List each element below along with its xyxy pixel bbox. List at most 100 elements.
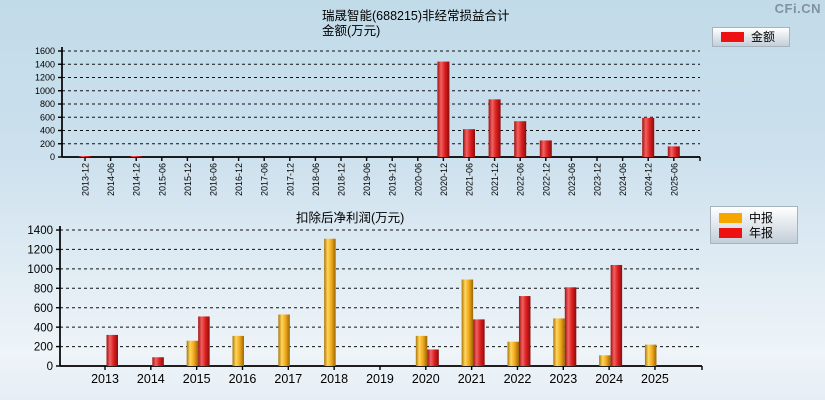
bar-中报-2022: [507, 341, 519, 366]
bar-中报-2016: [232, 335, 244, 366]
y-tick-label: 1000: [35, 86, 55, 96]
x-tick-label: 2021-12: [490, 163, 500, 196]
x-tick-label: 2016: [229, 372, 257, 386]
y-tick-label: 1400: [27, 225, 53, 237]
x-tick-label: 2014: [137, 372, 165, 386]
top-chart: 0 200 400 600 800 1000 1200 1400 1600 2013-12 2014…: [35, 46, 701, 196]
legend-swatch-interim: [719, 212, 742, 223]
y-tick-label: 400: [40, 126, 55, 136]
x-tick-label: 2013-12: [81, 163, 91, 196]
bar-中报-2018: [324, 238, 336, 366]
x-tick-label: 2023-12: [593, 163, 603, 196]
y-tick-label: 1600: [35, 46, 55, 56]
cfi-logo: CFi.CN: [774, 1, 821, 16]
y-tick-label: 400: [34, 322, 53, 334]
legend-swatch-annual: [719, 227, 742, 238]
bar-中报-2024: [599, 355, 611, 366]
y-tick-label: 1000: [27, 264, 53, 276]
y-tick-label: 800: [34, 283, 53, 295]
bottom-chart-title: 扣除后净利润(万元): [296, 211, 405, 225]
x-tick-label: 2015-06: [157, 163, 167, 196]
x-tick-label: 2015-12: [183, 163, 193, 196]
bar-年报-2023: [564, 287, 577, 366]
top-chart-title: 瑞晟智能(688215)非经常损益合计: [322, 9, 510, 23]
bar-中报-2015: [186, 340, 199, 366]
x-tick-label: 2024-12: [644, 163, 654, 196]
y-tick-label: 0: [50, 152, 55, 162]
legend-swatch-amount: [721, 32, 744, 42]
x-tick-label: 2024: [595, 372, 623, 386]
y-tick-label: 600: [40, 112, 55, 122]
legend-item-interim: 中报: [719, 212, 789, 224]
bar-中报-2021: [461, 279, 474, 366]
x-tick-label: 2018-06: [311, 163, 321, 196]
x-tick-label: 2017-12: [285, 163, 295, 196]
bar-年报-2015: [198, 316, 210, 366]
bottom-chart-legend: 中报 年报: [710, 206, 798, 244]
bar-金额-2021-12: [488, 99, 501, 157]
top-chart-legend: 金额: [712, 27, 790, 47]
y-tick-label: 200: [34, 342, 53, 354]
x-tick-label: 2022: [504, 372, 532, 386]
x-tick-label: 2023: [549, 372, 577, 386]
top-chart-subtitle: 金额(万元): [322, 24, 381, 38]
y-tick-label: 200: [40, 139, 55, 149]
bar-金额-2013-12: [79, 156, 91, 157]
x-tick-label: 2019-12: [388, 163, 398, 196]
x-tick-label: 2020: [412, 372, 440, 386]
bar-金额-2025-06: [667, 146, 680, 157]
bar-年报-2014: [152, 357, 164, 366]
bar-中报-2020: [415, 335, 428, 366]
x-tick-label: 2022-06: [516, 163, 526, 196]
bar-年报-2013: [106, 334, 118, 366]
x-tick-label: 2023-06: [567, 163, 577, 196]
legend-label-amount: 金额: [751, 30, 776, 44]
x-tick-label: 2025: [641, 372, 669, 386]
legend-label-annual: 年报: [749, 225, 774, 240]
y-tick-label: 0: [47, 361, 53, 373]
x-tick-label: 2025-06: [669, 163, 679, 196]
x-tick-label: 2016-06: [209, 163, 219, 196]
legend-item-amount: 金额: [721, 31, 781, 43]
bar-金额-2014-12: [130, 156, 143, 157]
x-tick-label: 2021-06: [465, 163, 475, 196]
x-tick-label: 2014-06: [106, 163, 116, 196]
x-tick-label: 2018-12: [337, 163, 347, 196]
bar-金额-2024-12: [642, 117, 655, 157]
bar-年报-2021: [473, 319, 485, 366]
bottom-chart: 0 200 400 600 800 1000 1200 1400 2013 2014 2015 201…: [27, 225, 703, 386]
legend-item-annual: 年报: [719, 227, 789, 239]
x-tick-label: 2013: [91, 372, 119, 386]
bar-年报-2020: [427, 349, 439, 366]
bar-金额-2022-12: [539, 140, 552, 157]
y-tick-label: 1200: [35, 73, 55, 83]
x-tick-label: 2024-06: [618, 163, 628, 196]
x-tick-label: 2017: [274, 372, 302, 386]
bar-中报-2017: [278, 314, 290, 366]
x-tick-label: 2020-12: [439, 163, 449, 196]
bar-年报-2022: [518, 296, 531, 366]
bar-金额-2022-06: [514, 121, 527, 157]
bar-中报-2023: [553, 318, 565, 366]
bar-金额-2020-12: [437, 61, 450, 157]
x-tick-label: 2014-12: [132, 163, 142, 196]
bar-年报-2024: [610, 264, 623, 366]
x-tick-label: 2021: [458, 372, 486, 386]
x-tick-label: 2020-06: [413, 163, 423, 196]
y-tick-label: 1200: [27, 245, 53, 257]
x-tick-label: 2022-12: [541, 163, 551, 196]
x-tick-label: 2018: [320, 372, 348, 386]
legend-label-interim: 中报: [749, 210, 774, 225]
bar-中报-2025: [644, 344, 657, 366]
x-tick-label: 2017-06: [260, 163, 270, 196]
y-tick-label: 600: [34, 303, 53, 315]
x-tick-label: 2019: [366, 372, 394, 386]
x-tick-label: 2015: [183, 372, 211, 386]
y-tick-label: 1400: [35, 59, 55, 69]
x-tick-label: 2019-06: [362, 163, 372, 196]
x-tick-label: 2016-12: [234, 163, 244, 196]
bar-金额-2021-06: [463, 129, 475, 157]
y-tick-label: 800: [40, 99, 55, 109]
